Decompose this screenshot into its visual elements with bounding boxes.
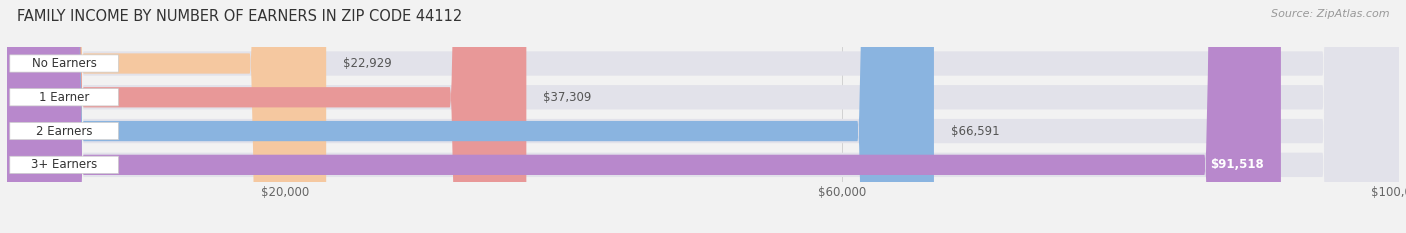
- FancyBboxPatch shape: [7, 0, 1399, 233]
- Text: $66,591: $66,591: [950, 125, 1000, 137]
- FancyBboxPatch shape: [10, 55, 118, 72]
- FancyBboxPatch shape: [7, 0, 526, 233]
- Text: No Earners: No Earners: [32, 57, 97, 70]
- Text: FAMILY INCOME BY NUMBER OF EARNERS IN ZIP CODE 44112: FAMILY INCOME BY NUMBER OF EARNERS IN ZI…: [17, 9, 463, 24]
- Text: $22,929: $22,929: [343, 57, 392, 70]
- Text: Source: ZipAtlas.com: Source: ZipAtlas.com: [1271, 9, 1389, 19]
- FancyBboxPatch shape: [7, 0, 934, 233]
- FancyBboxPatch shape: [7, 0, 1399, 233]
- Text: 2 Earners: 2 Earners: [35, 125, 93, 137]
- Text: $91,518: $91,518: [1211, 158, 1264, 171]
- FancyBboxPatch shape: [10, 156, 118, 173]
- FancyBboxPatch shape: [7, 0, 1399, 233]
- Text: 3+ Earners: 3+ Earners: [31, 158, 97, 171]
- FancyBboxPatch shape: [7, 0, 1399, 233]
- Text: 1 Earner: 1 Earner: [39, 91, 90, 104]
- FancyBboxPatch shape: [10, 89, 118, 106]
- FancyBboxPatch shape: [10, 123, 118, 140]
- FancyBboxPatch shape: [7, 0, 1281, 233]
- FancyBboxPatch shape: [7, 0, 326, 233]
- Text: $37,309: $37,309: [543, 91, 592, 104]
